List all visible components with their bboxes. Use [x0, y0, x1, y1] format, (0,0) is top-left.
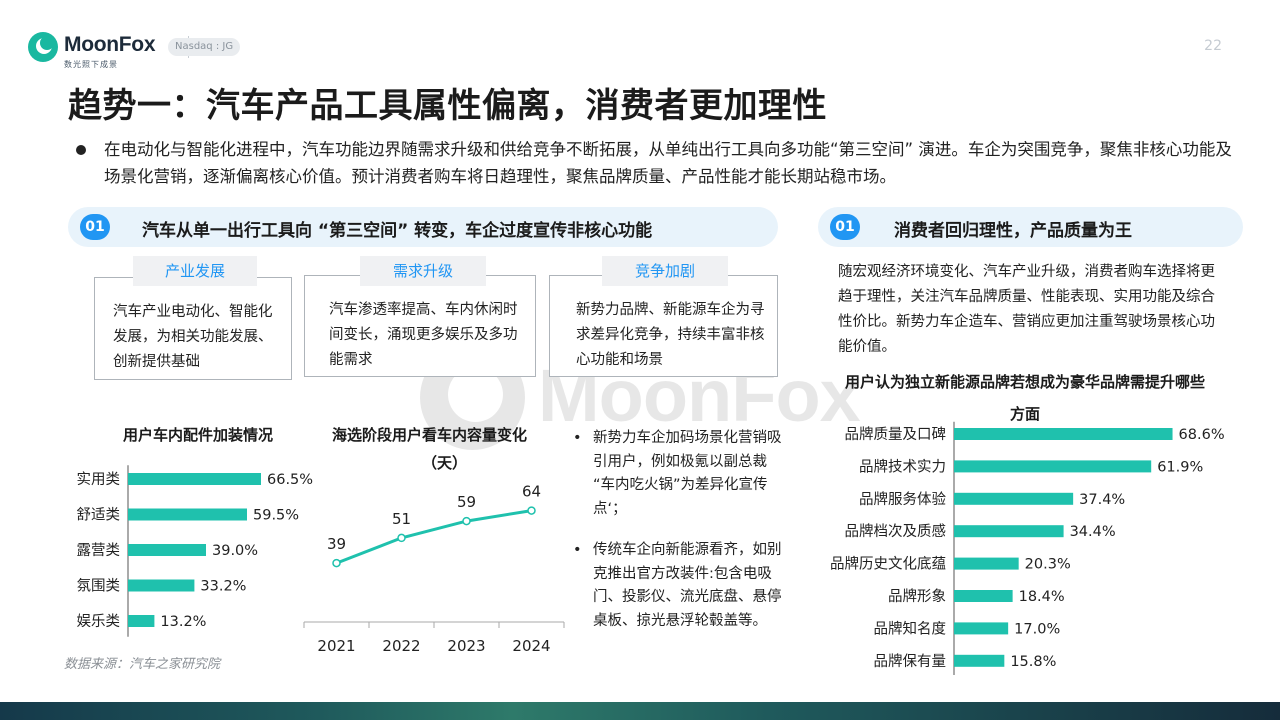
right-section-header: 01 消费者回归理性，产品质量为王	[818, 207, 1243, 247]
x-tick-label: 2023	[447, 637, 485, 655]
category-label: 露营类	[77, 542, 121, 559]
viewing-days-chart-unit: （天）	[422, 454, 468, 472]
x-tick-label: 2024	[512, 637, 550, 655]
bullet-item: 传统车企向新能源看齐，如别克推出官方改装件:包含电吸门、投影仪、流光底盘、悬停桌…	[573, 539, 788, 633]
driver-box-industry: 产业发展 汽车产业电动化、智能化发展，为相关功能发展、创新提供基础	[94, 256, 292, 380]
bar	[954, 654, 1005, 667]
moonfox-logo-icon	[28, 32, 58, 62]
bar	[954, 557, 1019, 570]
data-label: 64	[522, 483, 541, 501]
driver-box-tag: 竞争加剧	[602, 256, 728, 286]
accessories-chart-title: 用户车内配件加装情况	[123, 426, 274, 444]
category-label: 实用类	[77, 471, 121, 488]
logo-name: MoonFox	[64, 33, 156, 56]
category-label: 品牌质量及口碑	[845, 426, 947, 443]
data-label: 37.4%	[1079, 492, 1125, 508]
category-label: 娱乐类	[77, 613, 121, 630]
data-label: 68.6%	[1179, 427, 1225, 443]
bar	[128, 579, 195, 592]
bar	[954, 460, 1152, 473]
bar	[954, 492, 1074, 505]
intro-paragraph: 在电动化与智能化进程中，汽车功能边界随需求升级和供给竞争不断拓展，从单纯出行工具…	[76, 136, 1236, 190]
data-point	[397, 533, 406, 543]
viewing-days-chart-title: 海选阶段用户看车内容量变化	[332, 426, 528, 444]
category-label: 品牌技术实力	[859, 458, 946, 475]
bar	[128, 473, 261, 485]
category-label: 舒适类	[77, 507, 121, 524]
data-label: 39.0%	[212, 543, 258, 559]
data-label: 17.0%	[1014, 621, 1060, 637]
driver-box-tag: 产业发展	[133, 256, 257, 286]
page-title: 趋势一：汽车产品工具属性偏离，消费者更加理性	[68, 86, 827, 126]
logo-tagline: 数光照下成景	[64, 60, 118, 69]
bar	[954, 622, 1009, 635]
section-number-badge: 01	[830, 214, 860, 240]
bar	[128, 615, 155, 627]
bullet-item: 新势力车企加码场景化营销吸引用户，例如极氪以副总裁 “车内吃火锅”为差异化宣传点…	[573, 427, 788, 521]
data-label: 61.9%	[1157, 459, 1203, 475]
data-label: 20.3%	[1025, 557, 1071, 573]
data-label: 15.8%	[1010, 654, 1056, 670]
category-label: 品牌保有量	[874, 653, 947, 670]
right-section-title: 消费者回归理性，产品质量为王	[894, 221, 1132, 241]
data-label: 59	[457, 493, 476, 511]
luxury-brand-bar-chart: 品牌质量及口碑 68.6% 品牌技术实力 61.9% 品牌服务体验 37.4% 品牌档次及质…	[830, 421, 1225, 675]
category-label: 品牌知名度	[874, 620, 947, 637]
driver-box-text: 汽车产业电动化、智能化发展，为相关功能发展、创新提供基础	[113, 304, 273, 370]
page-number: 22	[1204, 38, 1222, 54]
data-label: 34.4%	[1070, 524, 1116, 540]
data-label: 51	[392, 510, 411, 528]
data-point	[462, 516, 471, 526]
driver-box-competition: 竞争加剧 新势力品牌、新能源车企为寻求差异化竞争，持续丰富非核心功能和场景	[549, 256, 778, 377]
data-label: 18.4%	[1019, 589, 1065, 605]
bar	[954, 525, 1064, 538]
category-label: 品牌历史文化底蕴	[830, 556, 946, 573]
category-label: 品牌形象	[888, 588, 946, 605]
bar	[954, 428, 1173, 440]
data-label: 13.2%	[160, 614, 206, 630]
data-point	[332, 558, 341, 568]
moonfox-logo: MoonFox 数光照下成景	[28, 30, 248, 74]
data-label: 59.5%	[253, 508, 299, 524]
data-point	[527, 506, 536, 515]
intro-text: 在电动化与智能化进程中，汽车功能边界随需求升级和供给竞争不断拓展，从单纯出行工具…	[104, 140, 1232, 186]
x-tick-label: 2022	[382, 637, 420, 655]
driver-box-text: 汽车渗透率提高、车内休闲时间变长，涌现更多娱乐及多功能需求	[329, 302, 518, 368]
x-tick-label: 2021	[317, 637, 355, 655]
marketing-bullets: 新势力车企加码场景化营销吸引用户，例如极氪以副总裁 “车内吃火锅”为差异化宣传点…	[573, 427, 788, 651]
series-line	[335, 509, 532, 565]
bullet-dot-icon	[76, 145, 86, 155]
luxury-brand-chart-title: 用户认为独立新能源品牌若想成为豪华品牌需提升哪些方面	[844, 373, 1205, 423]
category-label: 品牌服务体验	[859, 491, 946, 508]
data-label: 39	[327, 535, 346, 553]
category-label: 氛围类	[77, 578, 121, 595]
viewing-days-line-chart: 39 2021 51 2022 59 2023 64 2024	[303, 483, 565, 655]
data-label: 66.5%	[267, 472, 313, 488]
category-label: 品牌档次及质感	[845, 523, 947, 540]
driver-box-demand: 需求升级 汽车渗透率提高、车内休闲时间变长，涌现更多娱乐及多功能需求	[304, 256, 536, 377]
bar	[128, 544, 206, 556]
left-section-title: 汽车从单一出行工具向 “第三空间” 转变，车企过度宣传非核心功能	[142, 221, 653, 241]
left-section-header: 01 汽车从单一出行工具向 “第三空间” 转变，车企过度宣传非核心功能	[68, 207, 778, 247]
section-number-badge: 01	[80, 214, 110, 240]
driver-box-tag: 需求升级	[360, 256, 486, 286]
data-label: 33.2%	[200, 579, 246, 595]
ticker-badge: Nasdaq : JG	[168, 38, 241, 56]
data-source-note: 数据来源：汽车之家研究院	[64, 657, 221, 672]
accessories-bar-chart: 实用类 66.5% 舒适类 59.5% 露营类 39.0% 氛围类 33.2% 娱乐类 13.2%	[77, 465, 313, 637]
bar	[954, 590, 1013, 602]
driver-box-text: 新势力品牌、新能源车企为寻求差异化竞争，持续丰富非核心功能和场景	[576, 302, 765, 368]
bar	[128, 508, 247, 521]
footer-band	[0, 702, 1280, 720]
right-section-text: 随宏观经济环境变化、汽车产业升级，消费者购车选择将更趋于理性，关注汽车品牌质量、…	[838, 264, 1215, 355]
